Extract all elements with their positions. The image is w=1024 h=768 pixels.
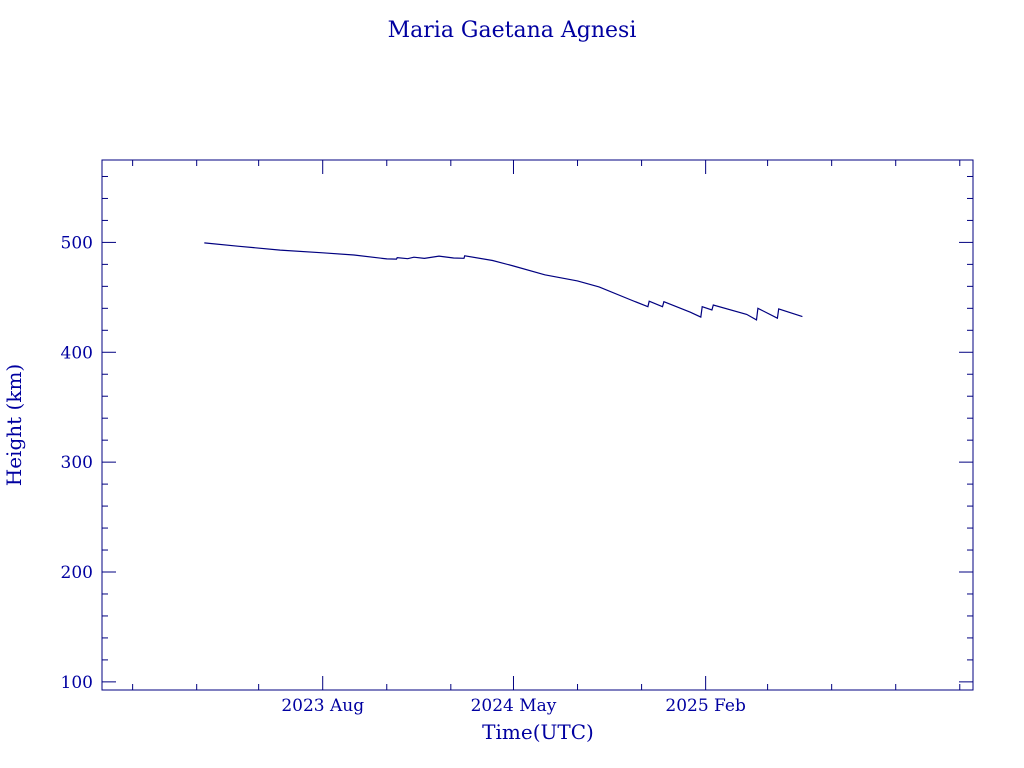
x-tick-label: 2025 Feb [665, 696, 746, 716]
axis-ticks [102, 160, 973, 690]
y-tick-label: 200 [61, 563, 93, 583]
series-line [204, 242, 803, 321]
y-tick-label: 300 [61, 453, 93, 473]
y-axis-label: Height (km) [2, 364, 26, 486]
chart-title: Maria Gaetana Agnesi [388, 18, 637, 43]
y-tick-label: 100 [61, 673, 93, 693]
x-tick-labels: 2023 Aug 2024 May 2025 Feb [281, 696, 746, 716]
x-axis-label: Time(UTC) [482, 720, 594, 744]
y-tick-label: 500 [61, 233, 93, 253]
x-tick-label: 2024 May [471, 696, 557, 716]
plot-frame [101, 159, 974, 691]
x-tick-label: 2023 Aug [281, 696, 364, 716]
y-tick-label: 400 [61, 343, 93, 363]
y-tick-labels: 100 200 300 400 500 [61, 233, 93, 692]
